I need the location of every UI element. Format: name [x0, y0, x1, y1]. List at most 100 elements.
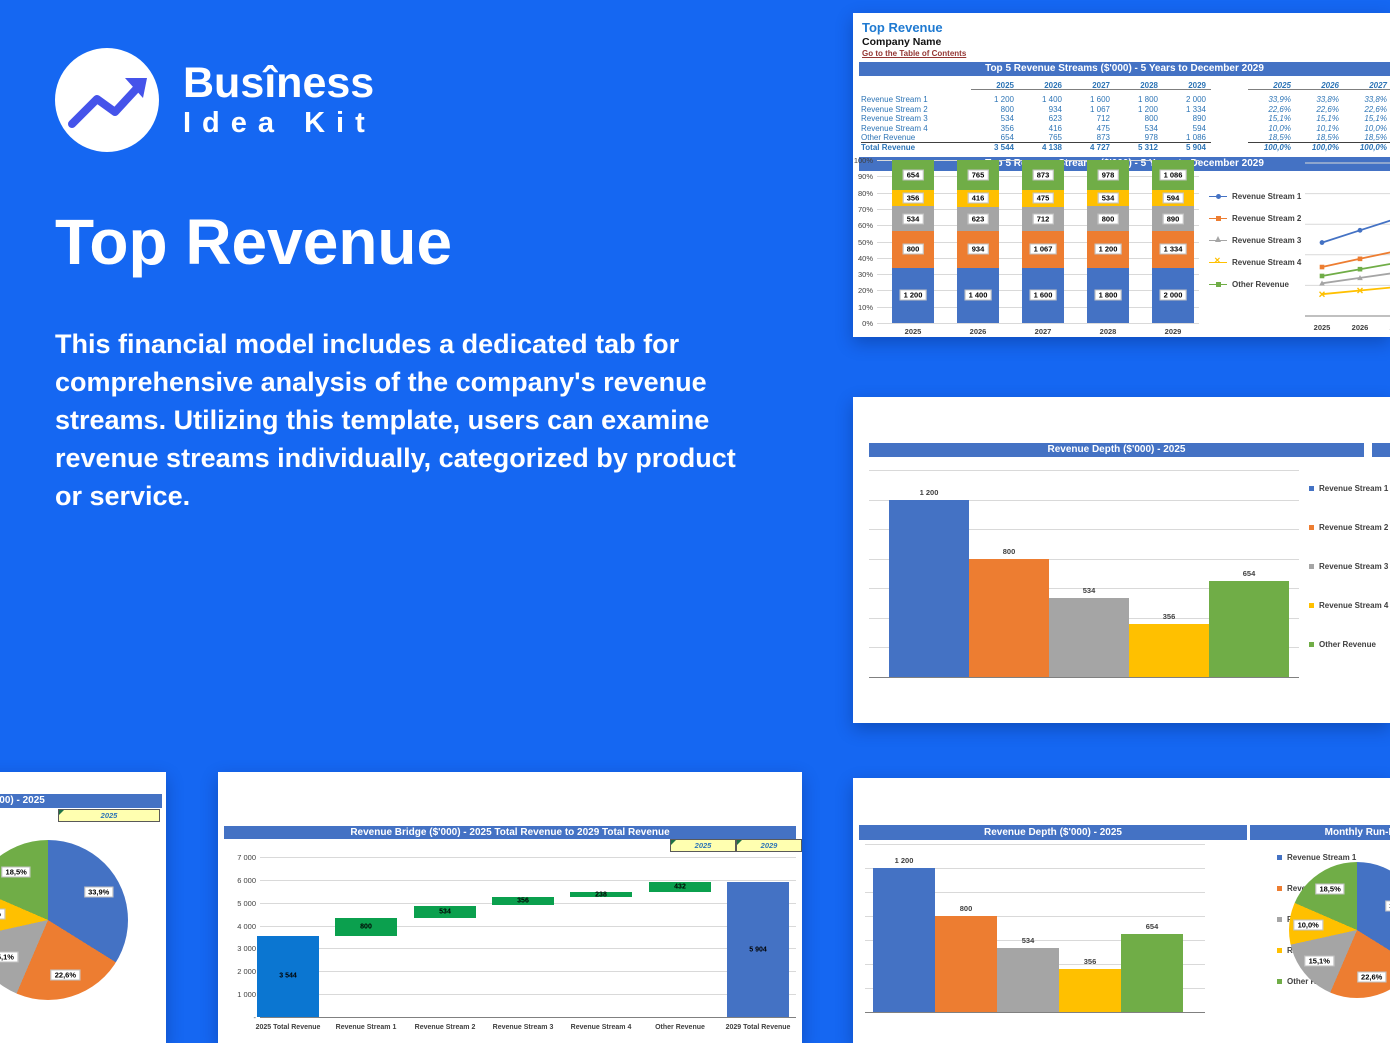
- waterfall-bar-label: 3 544: [279, 972, 297, 980]
- bar-segment: 1 600: [1022, 267, 1064, 323]
- value-cell: 534: [1144, 123, 1158, 133]
- value-cell: 356: [1000, 123, 1014, 133]
- legend-item: Revenue Stream 1: [1209, 191, 1305, 201]
- dropdown-corner-marker: [671, 840, 676, 845]
- waterfall-bar-label: 432: [674, 883, 686, 891]
- value-cell: 765: [1048, 132, 1062, 142]
- y-axis-label: 20%: [857, 286, 873, 296]
- y-axis-label: 100%: [853, 156, 873, 165]
- sq: [1215, 215, 1221, 221]
- row-label: Revenue Stream 4: [861, 123, 928, 133]
- bar-value-label: 534: [902, 213, 924, 225]
- row-label: Revenue Stream 3: [861, 114, 928, 124]
- total-cell: 3 544: [971, 142, 1019, 152]
- sheet-title: Top Revenue: [862, 20, 943, 35]
- bar-segment: 765: [957, 160, 999, 191]
- panel-monthly-runrate: Monthly Run-Rate ($'000) - 2025 2025 33,…: [0, 772, 166, 1043]
- value-cell: 594: [1192, 123, 1206, 133]
- bar-segment: 594: [1152, 190, 1194, 207]
- year-dropdown[interactable]: 2025: [58, 809, 160, 822]
- revenue-values-table: 2025 2026 2027 2028 2029 Revenue Stream 1 1 20…: [861, 81, 1224, 152]
- x: ✕: [1214, 256, 1221, 265]
- waterfall-bar-label: 800: [360, 923, 372, 931]
- bar-value-label: 978: [1097, 169, 1119, 181]
- legend-swatch: [1277, 916, 1282, 922]
- pct-cell: 18,5%: [1268, 132, 1291, 142]
- total-cell: 5 904: [1163, 142, 1211, 152]
- triangle-marker-icon: [1209, 236, 1227, 244]
- line-x-axis-label: 2026: [1351, 323, 1369, 332]
- gridline: [865, 1012, 1205, 1013]
- bar-segment: 978: [1087, 160, 1129, 191]
- pct-cell: 22,6%: [1316, 104, 1339, 114]
- bar-value-label: 1 200: [899, 289, 927, 301]
- bar-segment: 1 200: [1087, 230, 1129, 268]
- pct-cell: 10,1%: [1316, 123, 1339, 133]
- pie-slice-label: 22,6%: [50, 969, 81, 981]
- pct-total-cell: 100,0%: [1296, 142, 1344, 152]
- legend-label: Revenue Stream 1: [1287, 852, 1357, 862]
- pct-cell: 10,0%: [1268, 123, 1291, 133]
- waterfall-x-label: Revenue Stream 2: [414, 1024, 476, 1031]
- bar-segment: 654: [892, 160, 934, 191]
- legend-swatch: [1277, 947, 1282, 953]
- legend-label: Revenue Stream 4: [1232, 257, 1302, 267]
- pct-cell: 33,8%: [1364, 95, 1387, 105]
- legend-swatch: [1309, 641, 1314, 647]
- page-title: Top Revenue: [55, 206, 453, 278]
- pie-slice-label: 10,0%: [0, 908, 5, 920]
- gridline: [260, 857, 796, 858]
- value-cell: 534: [1000, 114, 1014, 124]
- bar-segment: 800: [892, 231, 934, 268]
- runrate-title-bar: Monthly Run-Rate ($'000) - 2025: [0, 794, 162, 808]
- bar-segment: 1 200: [892, 267, 934, 323]
- gridline: [260, 925, 796, 927]
- pct-cell: 33,9%: [1268, 95, 1291, 105]
- bar-value-label: 1 086: [1159, 169, 1187, 181]
- pct-cell: 15,1%: [1316, 114, 1339, 124]
- value-cell: 1 400: [1041, 95, 1062, 105]
- bar-segment: 712: [1022, 206, 1064, 232]
- value-cell: 1 600: [1089, 95, 1110, 105]
- gridline: [869, 677, 1299, 678]
- depth-bar-label: 534: [1082, 586, 1096, 596]
- legend-item: Revenue Stream 1: [1309, 483, 1389, 493]
- stack-plot: 1 200 800 534 356 654 1 400 934 623 416 765 1 600 1…: [877, 160, 1199, 324]
- pie-slice-label: 22,6%: [1357, 971, 1387, 983]
- gridline: [260, 994, 796, 996]
- gridline: [869, 588, 1299, 590]
- runrate2-pie-chart: 33,9% 22,6% 15,1% 10,0% 18,5%: [853, 778, 1390, 1043]
- pct-year-header: 2025: [1248, 81, 1296, 91]
- depth-bar: [997, 947, 1059, 1012]
- year-dropdown[interactable]: 2025: [670, 839, 736, 852]
- value-cell: 1 800: [1137, 95, 1158, 105]
- value-cell: 873: [1096, 132, 1110, 142]
- row-label: Other Revenue: [861, 132, 916, 142]
- runrate2-title-bar: Monthly Run-Rate ($'000) - 2025: [1250, 825, 1390, 840]
- gridline: [865, 940, 1205, 941]
- stacked-bar: 1 800 1 200 800 534 978: [1087, 160, 1129, 323]
- value-cell: 1 334: [1185, 104, 1206, 114]
- bar-value-label: 765: [967, 169, 989, 181]
- gridline: [869, 470, 1299, 471]
- gridline: [260, 948, 796, 950]
- legend-item: Revenue Stream 3: [1209, 235, 1305, 245]
- bar-segment: 890: [1152, 206, 1194, 231]
- pct-cell: 15,1%: [1364, 114, 1387, 124]
- bar-value-label: 712: [1032, 213, 1054, 225]
- pct-cell: 22,6%: [1364, 104, 1387, 114]
- y-axis-label: 10%: [857, 302, 873, 312]
- year-dropdown[interactable]: 2029: [736, 839, 802, 852]
- gridline: [869, 529, 1299, 531]
- gridline: [260, 879, 796, 881]
- bar-segment: 416: [957, 190, 999, 207]
- waterfall-x-label: 2025 Total Revenue: [255, 1024, 321, 1031]
- legend-label: Revenue Stream 2: [1232, 213, 1302, 223]
- line-x-axis-label: 2027: [1378, 323, 1390, 332]
- stacked-bar: 2 000 1 334 890 594 1 086: [1152, 160, 1194, 323]
- table-of-contents-link[interactable]: Go to the Table of Contents: [862, 49, 967, 58]
- y-axis-label: 40%: [857, 253, 873, 263]
- value-cell: 1 200: [1137, 104, 1158, 114]
- bar-value-label: 890: [1162, 213, 1184, 225]
- year-header: 2028: [1115, 81, 1163, 91]
